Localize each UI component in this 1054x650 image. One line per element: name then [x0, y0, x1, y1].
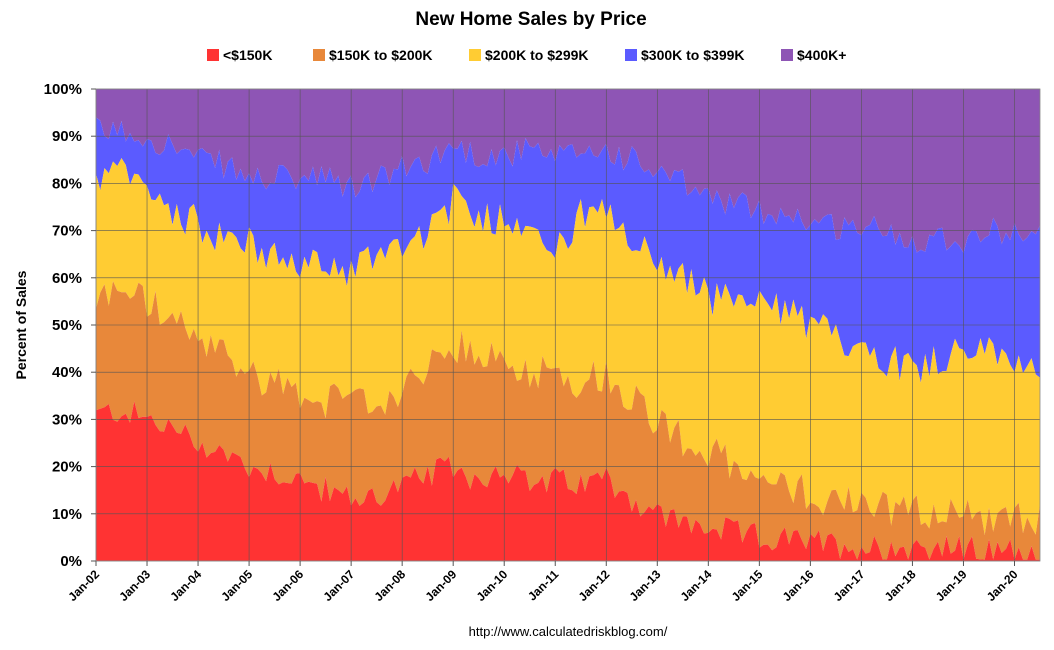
- source-url[interactable]: http://www.calculatedriskblog.com/: [469, 624, 668, 639]
- x-tick-label: Jan-10: [474, 567, 511, 604]
- legend-item-150k-to-200k: $150K to $200K: [313, 47, 433, 63]
- legend-item-150k: <$150K: [207, 47, 272, 63]
- x-tick-label: Jan-05: [218, 567, 255, 604]
- y-tick-label: 90%: [52, 128, 82, 145]
- legend-label: $200K to $299K: [485, 47, 589, 63]
- x-tick-label: Jan-20: [984, 567, 1021, 604]
- x-tick-label: Jan-14: [678, 567, 715, 604]
- y-tick-label: 60%: [52, 270, 82, 287]
- x-tick-label: Jan-06: [269, 567, 306, 604]
- legend: <$150K $150K to $200K $200K to $299K $300K …: [207, 47, 846, 63]
- legend-swatch: [469, 49, 481, 61]
- area-series-150k-to-200k: [96, 281, 1040, 560]
- y-tick-label: 100%: [44, 81, 82, 98]
- y-axis: 0% 10% 20% 30% 40% 50% 60% 70% 80% 90% 100%: [44, 81, 96, 570]
- y-tick-label: 40%: [52, 364, 82, 381]
- x-tick-label: Jan-11: [525, 567, 562, 604]
- x-tick-label: Jan-18: [882, 567, 919, 604]
- legend-swatch: [313, 49, 325, 61]
- x-tick-label: Jan-13: [627, 567, 664, 604]
- legend-label: <$150K: [223, 47, 272, 63]
- gridlines: [95, 88, 1041, 562]
- x-tick-label: Jan-17: [831, 567, 868, 604]
- legend-item-300k-to-399k: $300K to $399K: [625, 47, 745, 63]
- x-tick-label: Jan-04: [167, 567, 204, 604]
- y-tick-label: 0%: [60, 553, 82, 570]
- y-tick-label: 10%: [52, 506, 82, 523]
- x-tick-label: Jan-12: [576, 567, 613, 604]
- legend-swatch: [207, 49, 219, 61]
- chart-title: New Home Sales by Price: [415, 9, 646, 30]
- x-axis: Jan-02 Jan-03 Jan-04 Jan-05 Jan-06 Jan-07 Jan-…: [65, 561, 1021, 604]
- x-tick-label: Jan-03: [116, 567, 153, 604]
- y-tick-label: 20%: [52, 459, 82, 476]
- y-tick-label: 30%: [52, 411, 82, 428]
- x-tick-label: Jan-09: [423, 567, 460, 604]
- legend-item-400k: $400K+: [781, 47, 846, 63]
- x-tick-label: Jan-19: [933, 567, 970, 604]
- x-tick-label: Jan-02: [65, 567, 102, 604]
- y-tick-label: 70%: [52, 223, 82, 240]
- area-series-400k: [96, 89, 1040, 253]
- y-tick-label: 80%: [52, 175, 82, 192]
- legend-label: $150K to $200K: [329, 47, 433, 63]
- y-axis-title: Percent of Sales: [13, 270, 29, 379]
- area-series-200k-to-299k: [96, 158, 1040, 535]
- area-series-150k: [96, 401, 1040, 561]
- x-tick-label: Jan-15: [729, 567, 766, 604]
- legend-label: $400K+: [797, 47, 846, 63]
- x-tick-label: Jan-08: [371, 567, 408, 604]
- area-series-300k-to-399k: [96, 117, 1040, 383]
- legend-swatch: [625, 49, 637, 61]
- legend-item-200k-to-299k: $200K to $299K: [469, 47, 589, 63]
- x-tick-label: Jan-07: [320, 567, 357, 604]
- legend-label: $300K to $399K: [641, 47, 745, 63]
- x-tick-label: Jan-16: [780, 567, 817, 604]
- legend-swatch: [781, 49, 793, 61]
- y-tick-label: 50%: [52, 317, 82, 334]
